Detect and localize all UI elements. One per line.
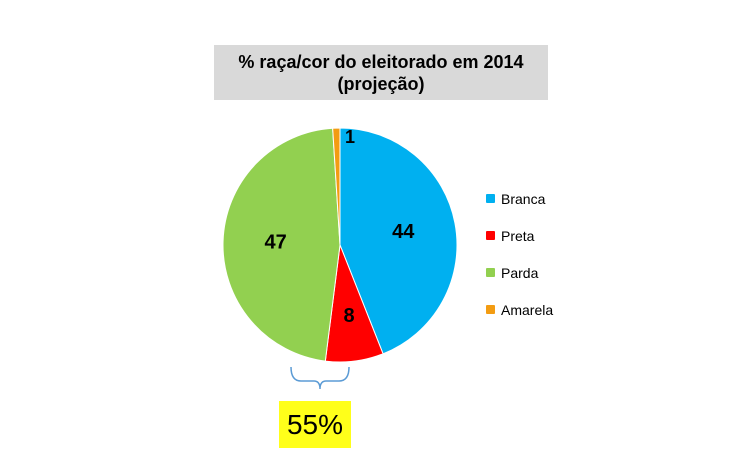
- legend-label: Parda: [501, 264, 539, 281]
- pie-slice-branca: [339, 127, 458, 355]
- legend-label: Amarela: [501, 301, 554, 318]
- legend: Branca Preta Parda Amarela: [486, 180, 553, 328]
- legend-label: Branca: [501, 190, 546, 207]
- pie-slice-amarela: [332, 127, 341, 246]
- legend-item-preta: Preta: [486, 217, 553, 254]
- legend-swatch: [486, 194, 495, 203]
- chart-title: % raça/cor do eleitorado em 2014 (projeç…: [214, 45, 548, 100]
- slice-label-preta: 8: [344, 305, 355, 327]
- chart-title-line1: % raça/cor do eleitorado em 2014: [238, 51, 524, 72]
- callout-label: 55%: [286, 408, 344, 440]
- callout-box: 55%: [279, 401, 351, 448]
- chart-title-line2: (projeção): [337, 73, 425, 94]
- legend-swatch: [486, 305, 495, 314]
- legend-item-parda: Parda: [486, 254, 553, 291]
- legend-item-amarela: Amarela: [486, 291, 553, 328]
- slice-label-parda: 47: [265, 231, 287, 253]
- legend-item-branca: Branca: [486, 180, 553, 217]
- legend-swatch: [486, 231, 495, 240]
- slice-label-branca: 44: [392, 221, 415, 243]
- legend-label: Preta: [501, 227, 535, 244]
- pie-slices: [222, 127, 458, 363]
- brace-annotation: [290, 366, 350, 390]
- legend-swatch: [486, 268, 495, 277]
- slice-label-amarela: 1: [345, 127, 355, 147]
- pie-slice-parda: [222, 127, 341, 362]
- pie-slice-labels: 44 8 47 1: [265, 127, 416, 327]
